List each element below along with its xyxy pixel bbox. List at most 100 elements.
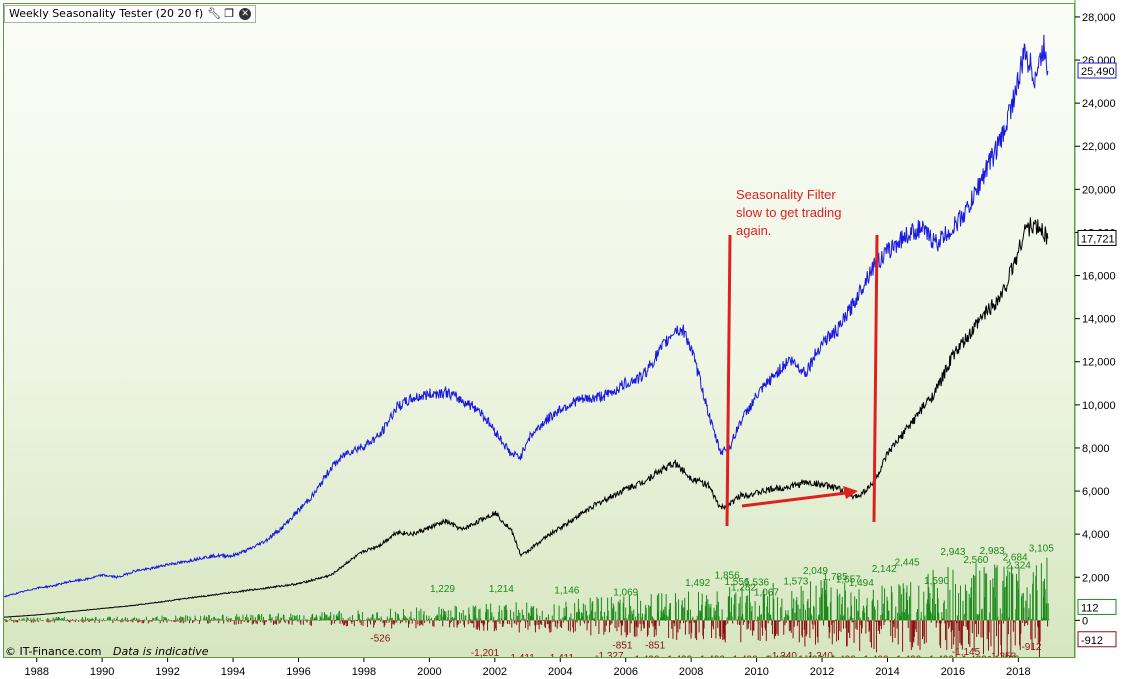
gain-data-label: 1,573 xyxy=(783,576,808,587)
x-tick-label: 2008 xyxy=(679,666,703,678)
gain-data-label: 1,492 xyxy=(685,578,710,589)
loss-last-value-badge-frame xyxy=(1077,631,1117,648)
loss-data-label: -1,490 xyxy=(631,654,660,665)
gain-data-label: 2,684 xyxy=(1003,553,1028,564)
annotation-vertical-line-right xyxy=(872,234,879,523)
annotation-text-line: slow to get trading xyxy=(736,205,842,220)
x-tick-label: 1990 xyxy=(90,666,114,678)
x-tick-label: 2012 xyxy=(810,666,834,678)
gain-data-label: 1,282 xyxy=(731,583,756,594)
annotation-vertical-line-left xyxy=(725,234,732,527)
gain-data-label: 1,494 xyxy=(849,578,874,589)
gain-data-label: 1,069 xyxy=(613,587,638,598)
gain-data-label: 3,105 xyxy=(1029,543,1054,554)
indicator-title-bar[interactable]: Weekly Seasonality Tester (20 20 f) 🔧︎ ❐… xyxy=(4,5,257,23)
y-tick-label: 4,000 xyxy=(1082,529,1110,541)
loss-data-label: -1,490 xyxy=(697,654,726,665)
x-tick-label: 2016 xyxy=(941,666,965,678)
loss-data-label: -1,490 xyxy=(958,654,987,665)
loss-data-label: -1,490 xyxy=(860,654,889,665)
gain-data-label: 2,560 xyxy=(963,555,988,566)
gain-data-label: 1,785 xyxy=(823,572,848,583)
copyright-footer: © IT-Finance.com Data is indicative xyxy=(5,645,209,658)
gain-data-label: 1,067 xyxy=(754,587,779,598)
loss-data-label: -1,411 xyxy=(546,653,574,664)
gain-data-label: 2,142 xyxy=(872,564,897,575)
loss-data-label: -1,490 xyxy=(795,654,824,665)
x-tick-label: 2018 xyxy=(1006,666,1030,678)
loss-data-label: -1,340 xyxy=(805,651,834,662)
wrench-icon[interactable]: 🔧︎ xyxy=(207,7,222,20)
blue-last-value-badge-frame xyxy=(1077,62,1117,79)
loss-data-label: -1,353 xyxy=(988,652,1017,663)
loss-data-label: -912 xyxy=(1021,642,1041,653)
loss-data-label: -1,340 xyxy=(769,651,798,662)
loss-data-label: -1,411 xyxy=(507,653,535,664)
y-tick-label: 2,000 xyxy=(1082,572,1110,584)
loss-data-label: -851 xyxy=(612,641,632,652)
gain-last-value-badge-frame xyxy=(1077,598,1117,615)
gain-data-label: 1,590 xyxy=(924,576,949,587)
x-tick-label: 1988 xyxy=(24,666,48,678)
loss-data-label: -1,490 xyxy=(827,654,856,665)
gain-data-label: 1,536 xyxy=(744,577,769,588)
y-tick-label: 12,000 xyxy=(1082,357,1116,369)
loss-data-label: -1,490 xyxy=(664,654,693,665)
y-tick-label: 10,000 xyxy=(1082,400,1116,412)
annotation-text-line: Seasonality Filter xyxy=(736,187,836,202)
y-axis-background xyxy=(1075,0,1129,658)
x-axis-background xyxy=(0,658,1129,679)
x-tick-label: 2014 xyxy=(875,666,899,678)
loss-data-label: -1,490 xyxy=(729,654,758,665)
gain-data-label: 1,657 xyxy=(836,575,861,586)
loss-last-value-badge: -912 xyxy=(1081,635,1103,647)
gain-data-label: 2,445 xyxy=(895,558,920,569)
indicator-title: Weekly Seasonality Tester (20 20 f) xyxy=(9,7,204,20)
gain-last-value-badge: 112 xyxy=(1081,602,1099,614)
x-tick-label: 2006 xyxy=(613,666,637,678)
gain-data-label: 1,556 xyxy=(724,577,749,588)
y-tick-label: 28,000 xyxy=(1082,12,1116,24)
loss-data-label: -1,201 xyxy=(471,648,500,659)
close-icon[interactable]: ✕ xyxy=(239,8,252,20)
x-tick-label: 2004 xyxy=(548,666,572,678)
y-tick-label: 0 xyxy=(1082,615,1088,627)
gain-data-label: 1,856 xyxy=(715,570,740,581)
data-note: Data is indicative xyxy=(113,645,209,658)
loss-data-label: -526 xyxy=(370,634,390,645)
loss-data-label: -1,490 xyxy=(893,654,922,665)
gain-data-label: 1,146 xyxy=(554,586,579,597)
annotation-text-line: again. xyxy=(736,223,771,238)
gain-data-label: 2,049 xyxy=(803,566,828,577)
blue-last-value-badge: 25,490 xyxy=(1081,66,1115,78)
y-tick-label: 6,000 xyxy=(1082,486,1110,498)
x-tick-label: 1994 xyxy=(221,666,245,678)
y-tick-label: 22,000 xyxy=(1082,141,1116,153)
annotation-arrow-shaft xyxy=(741,491,847,508)
y-tick-label: 8,000 xyxy=(1082,443,1110,455)
y-tick-label: 24,000 xyxy=(1082,98,1116,110)
gain-data-label: 2,943 xyxy=(940,547,965,558)
x-tick-label: 2010 xyxy=(744,666,768,678)
copyright-text: © IT-Finance.com xyxy=(5,645,102,658)
loss-data-label: -1,145 xyxy=(952,647,981,658)
y-tick-label: 16,000 xyxy=(1082,271,1116,283)
black-equity-line xyxy=(4,217,1049,618)
loss-data-label: -1,490 xyxy=(762,654,791,665)
y-tick-label: 20,000 xyxy=(1082,184,1116,196)
x-tick-label: 2002 xyxy=(483,666,507,678)
loss-data-label: -1,490 xyxy=(991,654,1020,665)
loss-data-label: -1,327 xyxy=(595,651,624,662)
black-last-value-badge-frame xyxy=(1077,229,1117,246)
x-tick-label: 1992 xyxy=(155,666,179,678)
plot-area xyxy=(3,3,1075,658)
y-tick-label: 14,000 xyxy=(1082,314,1116,326)
restore-window-icon[interactable]: ❐ xyxy=(224,7,235,20)
blue-equity-line xyxy=(4,34,1049,598)
gain-data-label: 1,229 xyxy=(430,584,455,595)
x-tick-label: 2000 xyxy=(417,666,441,678)
x-tick-label: 1996 xyxy=(286,666,310,678)
annotation-arrow-head xyxy=(843,486,858,499)
